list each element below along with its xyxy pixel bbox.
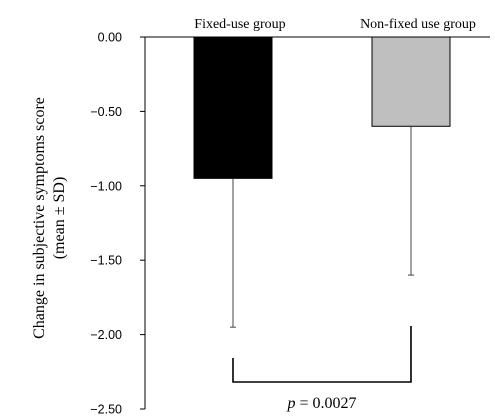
y-tick-label: −2.00 — [90, 328, 122, 342]
y-tick-label: 0.00 — [98, 31, 122, 45]
y-tick-label: −2.50 — [90, 403, 122, 417]
bars-group — [193, 36, 451, 179]
y-axis-title-line2: (mean ± SD) — [51, 177, 68, 260]
p-value-annotation: p = 0.0027 — [286, 395, 356, 412]
bar-non-fixed-use-group — [371, 36, 451, 127]
y-tick-label: −0.50 — [90, 105, 122, 119]
bracket-line — [232, 326, 412, 383]
category-label: Fixed-use group — [194, 17, 285, 32]
category-labels-group: Fixed-use group Non-fixed use group — [194, 17, 476, 32]
y-ticks-group: 0.00 −0.50 −1.00 −1.50 −2.00 −2.50 — [90, 31, 145, 417]
category-label: Non-fixed use group — [360, 17, 476, 32]
p-value-text: = 0.0027 — [295, 395, 356, 412]
y-tick-label: −1.00 — [90, 179, 122, 193]
bar-fixed-use-group — [193, 36, 273, 179]
p-symbol: p — [286, 395, 295, 412]
significance-bracket — [232, 326, 412, 383]
y-axis-title-line1: Change in subjective symptoms score — [31, 97, 48, 339]
y-tick-label: −1.50 — [90, 254, 122, 268]
plot-area: 0.00 −0.50 −1.00 −1.50 −2.00 −2.50 Fixed-use … — [90, 17, 490, 417]
error-bars-group — [230, 126, 414, 328]
